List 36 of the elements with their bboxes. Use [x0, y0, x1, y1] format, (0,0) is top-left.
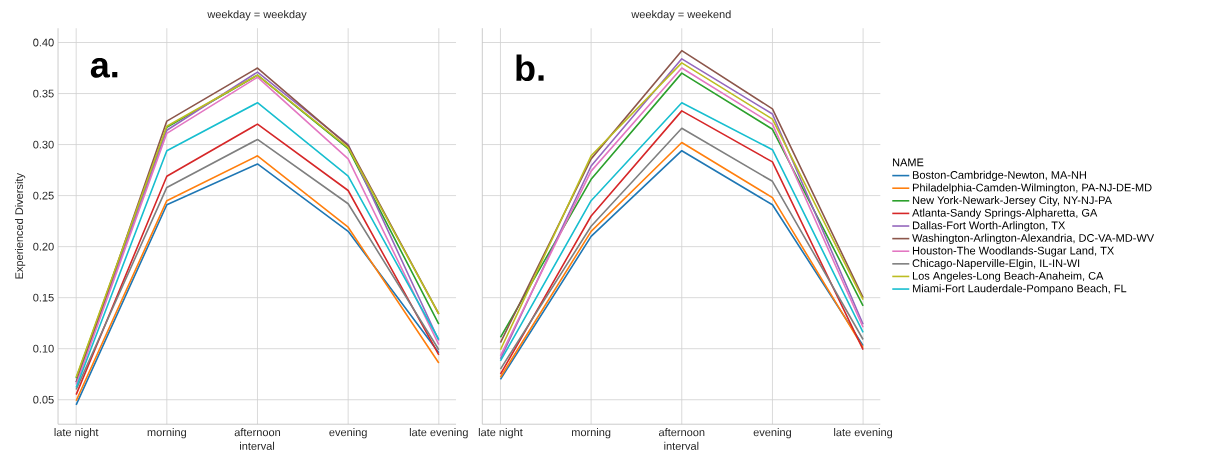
- x-axis-title: interval: [664, 441, 699, 450]
- legend-label: Atlanta-Sandy Springs-Alpharetta, GA: [912, 208, 1098, 219]
- legend-label: Chicago-Naperville-Elgin, IL-IN-WI: [912, 259, 1080, 270]
- y-tick-label: 0.20: [33, 242, 54, 251]
- x-tick-label: late evening: [409, 428, 468, 439]
- legend-label: New York-Newark-Jersey City, NY-NJ-PA: [912, 196, 1112, 207]
- y-tick-label: 0.35: [33, 89, 54, 98]
- y-tick-label: 0.05: [33, 395, 54, 404]
- legend-label: Philadelphia-Camden-Wilmington, PA-NJ-DE-MD: [912, 183, 1152, 194]
- legend-label: Miami-Fort Lauderdale-Pompano Beach, FL: [912, 284, 1127, 295]
- x-axis-title: interval: [240, 441, 275, 450]
- y-tick-label: 0.15: [33, 293, 54, 302]
- annotation: b.: [516, 54, 544, 82]
- x-tick-label: morning: [147, 428, 186, 439]
- y-tick-label: 0.10: [33, 344, 54, 353]
- legend-label: Houston-The Woodlands-Sugar Land, TX: [912, 246, 1114, 257]
- legend-label: Washington-Arlington-Alexandria, DC-VA-MD-WV: [912, 233, 1155, 245]
- legend-label: Boston-Cambridge-Newton, MA-NH: [912, 170, 1086, 182]
- x-tick-label: morning: [571, 428, 611, 439]
- y-tick-label: 0.25: [33, 191, 54, 200]
- x-tick-label: afternoon: [659, 428, 705, 437]
- legend-label: Los Angeles-Long Beach-Anaheim, CA: [912, 271, 1104, 282]
- x-tick-label: late night: [54, 428, 99, 439]
- x-tick-label: afternoon: [234, 428, 281, 437]
- x-tick-label: late night: [478, 428, 523, 439]
- y-tick-label: 0.30: [33, 140, 54, 149]
- y-axis-title: Experienced Diversity: [14, 173, 26, 279]
- x-tick-label: late evening: [834, 428, 893, 439]
- legend-title: NAME: [892, 158, 924, 167]
- legend-label: Dallas-Fort Worth-Arlington, TX: [912, 221, 1066, 232]
- chart-title: weekday = weekday: [207, 10, 307, 21]
- x-tick-label: evening: [753, 428, 791, 439]
- y-tick-label: 0.40: [33, 38, 54, 47]
- chart-title: weekday = weekend: [631, 10, 731, 21]
- annotation: a.: [90, 57, 118, 78]
- x-tick-label: evening: [329, 428, 367, 439]
